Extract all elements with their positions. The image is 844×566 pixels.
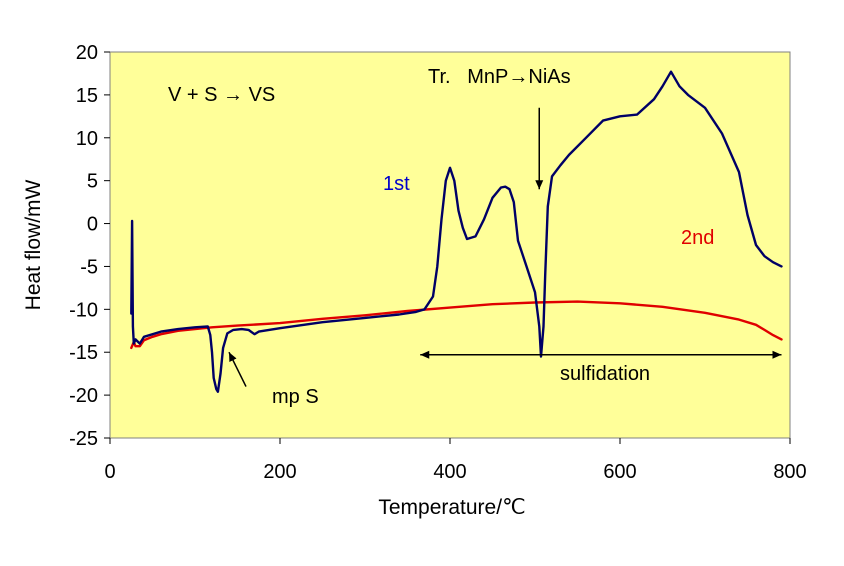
- reaction-label: V + S → VS: [168, 84, 275, 106]
- x-tick-label: 0: [104, 461, 115, 483]
- annotation-arrows: [228, 107, 782, 387]
- x-tick-label: 800: [773, 461, 806, 483]
- y-tick-label: -15: [69, 342, 98, 364]
- axis-ticks: 20 15 10 5 0 -5 -10 -15 -20 -25 0 200 400 600 800: [69, 42, 807, 483]
- x-tick-label: 200: [263, 461, 296, 483]
- second-run-label: 2nd: [681, 227, 714, 249]
- y-tick-label: 10: [76, 128, 98, 150]
- y-tick-label: -5: [80, 256, 98, 278]
- y-tick-label: 0: [87, 214, 98, 236]
- y-axis-title: Heat flow/mW: [22, 179, 45, 310]
- x-axis-title: Temperature/℃: [378, 496, 525, 519]
- series-line-1st: [130, 70, 783, 393]
- y-tick-label: 20: [76, 42, 98, 64]
- plot-area: [109, 51, 791, 439]
- melting-label: mp S: [272, 386, 319, 408]
- y-tick-label: -20: [69, 385, 98, 407]
- y-tick-label: 15: [76, 85, 98, 107]
- y-tick-label: -10: [69, 299, 98, 321]
- transition-label: Tr. MnP→NiAs: [428, 66, 571, 88]
- series-line-2nd: [130, 300, 783, 350]
- x-tick-label: 400: [433, 461, 466, 483]
- first-run-label: 1st: [383, 173, 410, 195]
- series-group: [130, 70, 783, 393]
- y-tick-label: 5: [87, 171, 98, 193]
- x-tick-label: 600: [603, 461, 636, 483]
- melting-arrow: [228, 351, 247, 387]
- sulfidation-label: sulfidation: [560, 363, 650, 385]
- y-tick-label: -25: [69, 428, 98, 450]
